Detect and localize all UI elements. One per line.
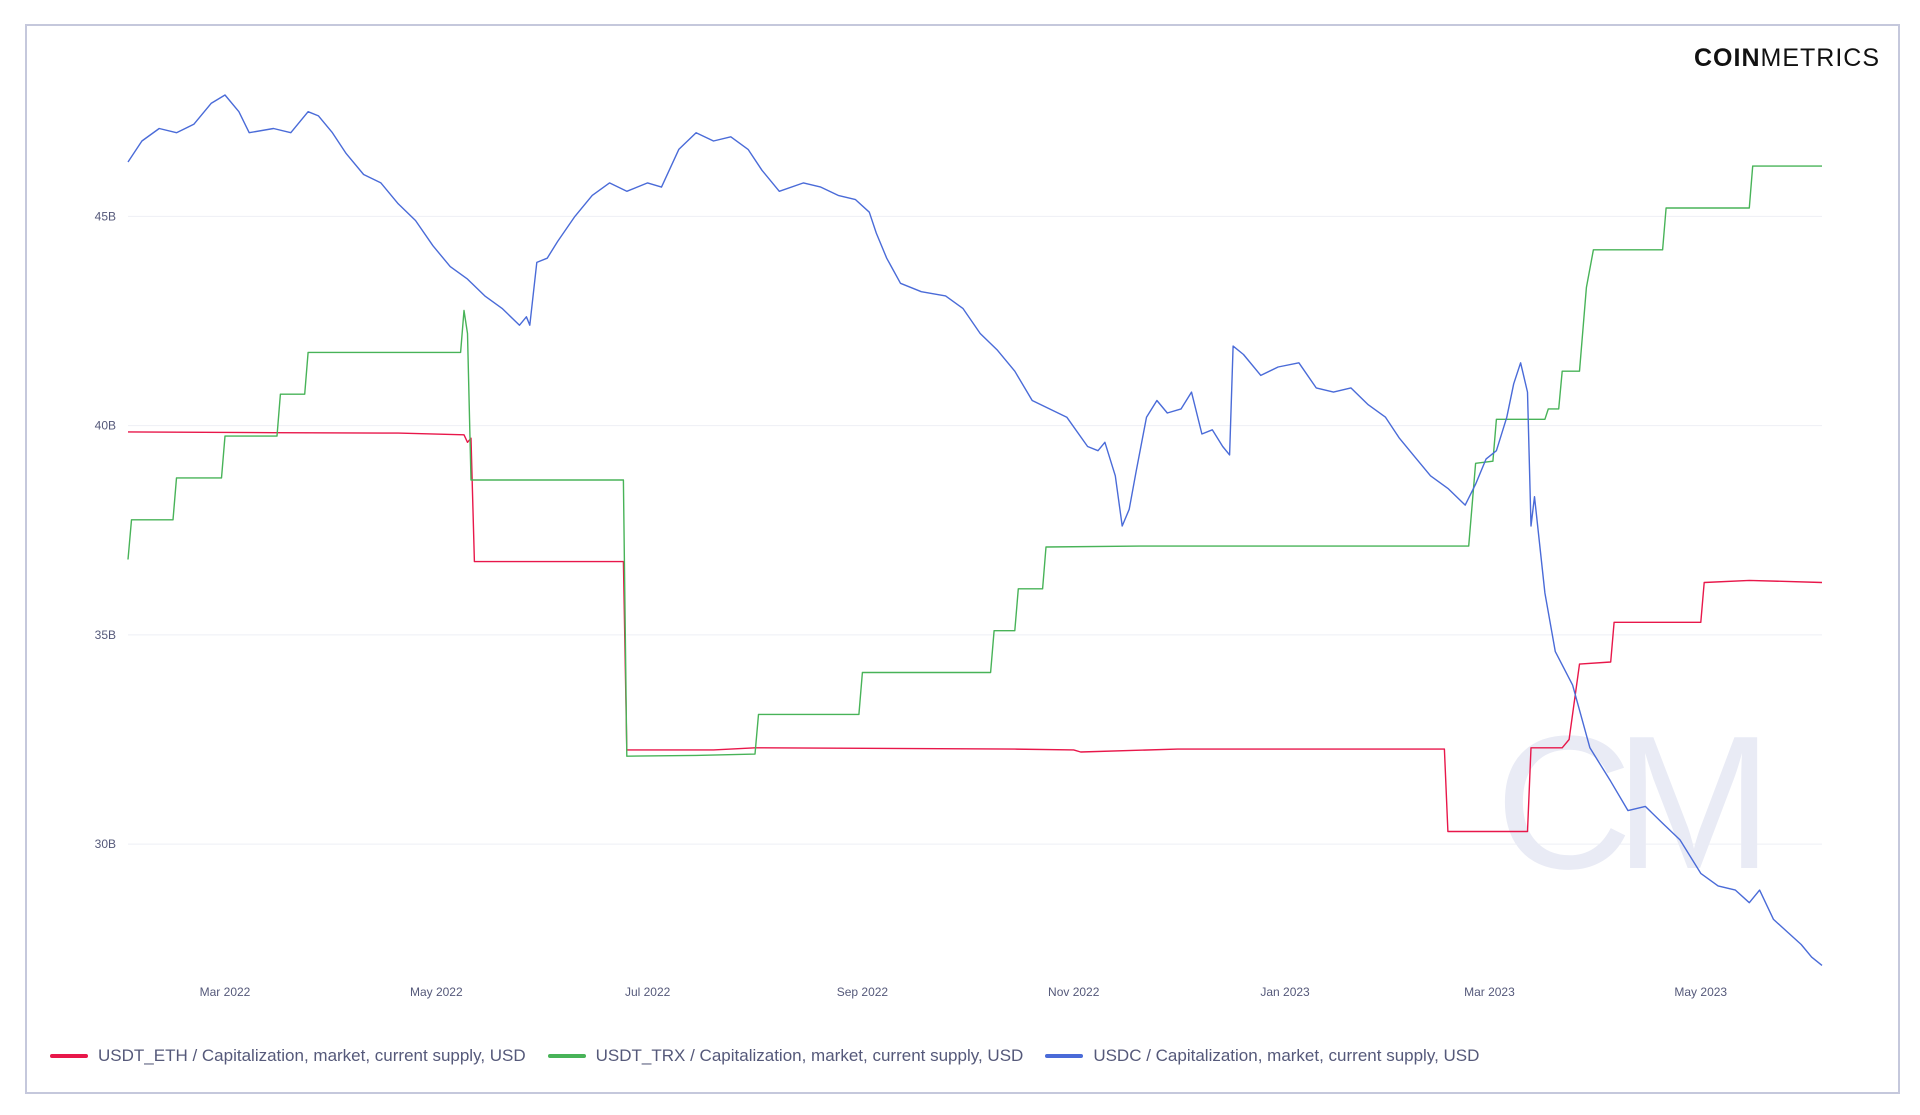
legend-item[interactable]: USDT_ETH / Capitalization, market, curre…: [50, 1046, 526, 1066]
chart-frame: [25, 24, 1900, 1094]
legend-item[interactable]: USDT_TRX / Capitalization, market, curre…: [547, 1046, 1024, 1066]
x-tick-label: Sep 2022: [837, 985, 889, 999]
x-tick-label: Mar 2022: [200, 985, 251, 999]
x-tick-label: May 2023: [1674, 985, 1727, 999]
logo-bold-text: COIN: [1694, 44, 1761, 72]
y-tick-label: 30B: [95, 837, 116, 851]
legend-swatch: [1045, 1054, 1084, 1058]
legend-label: USDT_TRX / Capitalization, market, curre…: [595, 1046, 1024, 1065]
logo-light-text: METRICS: [1760, 44, 1880, 72]
legend: USDT_ETH / Capitalization, market, curre…: [50, 1046, 1479, 1066]
x-tick-label: May 2022: [410, 985, 463, 999]
x-tick-label: Jan 2023: [1260, 985, 1310, 999]
y-tick-label: 35B: [95, 628, 116, 642]
x-tick-label: Jul 2022: [625, 985, 671, 999]
x-tick-label: Mar 2023: [1464, 985, 1515, 999]
y-tick-label: 45B: [95, 209, 116, 223]
x-axis-ticks: Mar 2022 May 2022 Jul 2022 Sep 2022 Nov 2022…: [200, 985, 1728, 999]
y-axis-ticks: 30B 35B 40B 45B: [95, 209, 116, 851]
legend-swatch: [50, 1054, 88, 1058]
series-line-1: [127, 165, 1822, 757]
legend-swatch: [547, 1054, 586, 1058]
legend-item[interactable]: USDC / Capitalization, market, current s…: [1045, 1046, 1479, 1066]
series-lines: [127, 94, 1823, 966]
x-tick-label: Nov 2022: [1048, 985, 1100, 999]
coinmetrics-logo: COINMETRICS: [1620, 44, 1880, 73]
legend-label: USDT_ETH / Capitalization, market, curre…: [98, 1046, 526, 1065]
y-tick-label: 40B: [95, 419, 116, 433]
series-line-2: [127, 94, 1823, 966]
watermark: CM: [1495, 697, 1757, 909]
legend-label: USDC / Capitalization, market, current s…: [1093, 1046, 1480, 1065]
